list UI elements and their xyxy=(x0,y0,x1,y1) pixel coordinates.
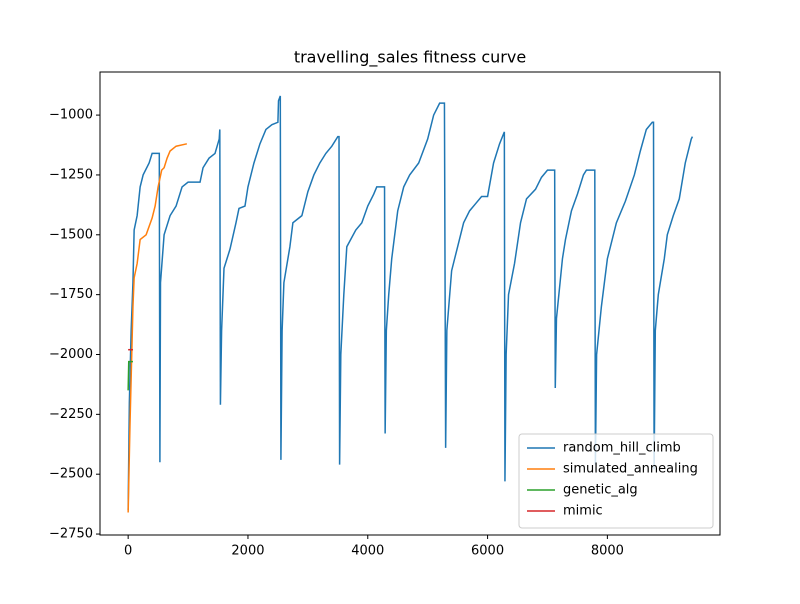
plot-frame xyxy=(99,71,721,536)
legend-label: random_hill_climb xyxy=(563,441,681,456)
y-tick-label: −2750 xyxy=(49,527,93,542)
x-tick-label: 2000 xyxy=(231,544,264,559)
x-tick-label: 6000 xyxy=(471,544,504,559)
x-tick-label: 0 xyxy=(124,544,132,559)
legend-label: mimic xyxy=(563,504,603,519)
series-line xyxy=(127,360,133,391)
y-tick-label: −1500 xyxy=(49,227,93,242)
y-tick-label: −2500 xyxy=(49,467,93,482)
y-tick-label: −1750 xyxy=(49,287,93,302)
series-line xyxy=(127,143,188,513)
y-tick-label: −1250 xyxy=(49,167,93,182)
y-tick-label: −1000 xyxy=(49,108,93,123)
legend-label: simulated_annealing xyxy=(563,462,698,477)
x-tick-label: 8000 xyxy=(591,544,624,559)
series-line xyxy=(127,95,694,511)
legend-label: genetic_alg xyxy=(563,483,638,498)
legend-box xyxy=(518,433,714,529)
x-tick-label: 4000 xyxy=(351,544,384,559)
y-tick-label: −2000 xyxy=(49,347,93,362)
chart-title: travelling_sales fitness curve xyxy=(294,48,526,68)
y-tick-label: −2250 xyxy=(49,407,93,422)
